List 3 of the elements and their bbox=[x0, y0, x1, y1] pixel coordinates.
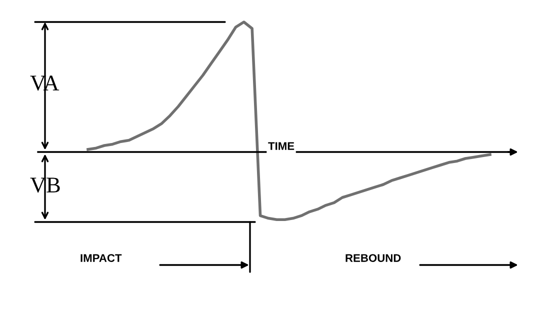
annotation: TIME bbox=[268, 142, 294, 150]
text: IMPACT bbox=[80, 254, 122, 262]
text: REBOUND bbox=[346, 254, 401, 262]
